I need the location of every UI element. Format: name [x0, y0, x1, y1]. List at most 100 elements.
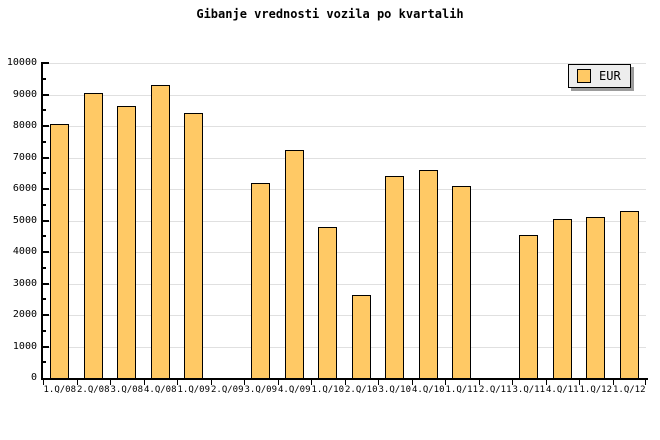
- x-axis-line: [41, 378, 648, 380]
- x-axis-tick: [210, 380, 212, 385]
- x-axis-tick: [177, 380, 178, 385]
- chart-bar: [519, 234, 539, 378]
- x-axis-label: 1.Q/08: [43, 385, 77, 395]
- y-axis-minor-tick: [43, 361, 46, 364]
- gridline: [43, 189, 646, 190]
- x-axis-label: 3.Q/08: [110, 385, 144, 395]
- chart-bar: [251, 182, 271, 378]
- y-axis-minor-tick: [43, 140, 46, 143]
- x-axis-tick: [76, 380, 78, 385]
- gridline: [43, 252, 646, 253]
- y-axis-label: 4000: [12, 246, 37, 257]
- y-axis-major-tick: [43, 93, 49, 96]
- y-axis-minor-tick: [43, 235, 46, 238]
- y-axis-minor-tick: [43, 203, 46, 206]
- y-axis-major-tick: [43, 62, 49, 64]
- x-axis-tick: [512, 380, 513, 385]
- y-axis-major-tick: [43, 345, 49, 348]
- y-axis-label: 7000: [12, 151, 37, 163]
- x-axis-label: 4.Q/10: [411, 385, 445, 395]
- x-axis-label: 1.Q/10: [311, 385, 345, 395]
- x-axis-label: 1.Q/11: [445, 385, 479, 395]
- gridline: [43, 283, 646, 285]
- chart-bar: [619, 211, 639, 378]
- x-axis-label: 3.Q/09: [244, 385, 278, 395]
- x-axis-tick: [344, 380, 346, 385]
- y-axis-major-tick: [43, 282, 49, 285]
- y-axis-major-tick: [43, 219, 49, 222]
- x-axis-tick: [110, 380, 111, 385]
- x-axis-label: 2.Q/10: [344, 385, 378, 395]
- chart-bar: [284, 149, 304, 378]
- y-axis-label: 10000: [6, 57, 37, 68]
- x-axis-labels: 1.Q/08 2.Q/08 3.Q/08 4.Q/08 1.Q/09 2.Q/09 3.Q/…: [43, 384, 646, 398]
- y-axis-label: 2000: [12, 309, 37, 320]
- y-axis-major-tick: [43, 251, 49, 253]
- y-axis-major-tick: [43, 314, 49, 316]
- chart-bar: [50, 124, 70, 378]
- y-axis-label: 8000: [12, 120, 37, 131]
- x-axis-label: 1.Q/12: [612, 385, 646, 395]
- x-axis-tick: [478, 380, 480, 385]
- x-axis-tick: [311, 380, 312, 385]
- gridline: [43, 157, 646, 159]
- x-axis-tick: [143, 380, 145, 385]
- gridline: [43, 315, 646, 316]
- y-axis-minor-tick: [43, 77, 46, 80]
- gridline: [43, 126, 646, 127]
- chart-bar: [418, 170, 438, 378]
- x-axis-label: 2.Q/09: [210, 385, 244, 395]
- x-axis-tick: [43, 380, 44, 385]
- x-axis-tick: [277, 380, 279, 385]
- x-axis-tick: [612, 380, 614, 385]
- chart-bar: [586, 217, 606, 378]
- chart-bar: [117, 105, 137, 378]
- x-axis-tick: [645, 380, 646, 385]
- y-axis-label: 9000: [12, 88, 37, 100]
- legend: EUR: [568, 64, 631, 88]
- chart-title: Gibanje vrednosti vozila po kvartalih: [196, 7, 464, 21]
- y-axis-label: 6000: [12, 183, 37, 194]
- gridline: [43, 94, 646, 96]
- y-axis-label: 0: [30, 372, 37, 383]
- y-axis-label: 1000: [12, 340, 37, 352]
- y-axis-minor-tick: [43, 329, 46, 332]
- x-axis-label: 1.Q/09: [177, 385, 211, 395]
- gridline: [43, 346, 646, 348]
- x-axis-label: 4.Q/09: [277, 385, 311, 395]
- x-axis-tick: [378, 380, 379, 385]
- gridline: [43, 220, 646, 222]
- y-axis-major-tick: [43, 125, 49, 127]
- y-axis-minor-tick: [43, 172, 46, 175]
- chart-bar: [351, 294, 371, 378]
- chart-bar: [385, 176, 405, 378]
- legend-label: EUR: [599, 69, 621, 83]
- y-axis-labels: 0 1000 2000 3000 4000 5000 6000 7000 8000 9000 100…: [0, 57, 37, 383]
- x-axis-tick: [244, 380, 245, 385]
- y-axis-minor-tick: [43, 109, 46, 112]
- chart-bar: [83, 92, 103, 378]
- y-axis-label: 5000: [12, 214, 37, 226]
- legend-swatch-eur: [577, 69, 591, 83]
- x-axis-tick: [445, 380, 446, 385]
- chart-bar: [318, 226, 338, 378]
- y-axis-minor-tick: [43, 266, 46, 269]
- y-axis-major-tick: [43, 188, 49, 190]
- y-axis-line: [41, 62, 43, 380]
- y-axis-major-tick: [43, 156, 49, 159]
- x-axis-label: 3.Q/10: [378, 385, 412, 395]
- chart-bar: [150, 85, 170, 378]
- y-axis-minor-tick: [43, 298, 46, 301]
- chart-bar: [452, 185, 472, 378]
- plot-area: [43, 62, 646, 385]
- x-axis-label: 2.Q/11: [478, 385, 512, 395]
- x-axis-label: 4.Q/11: [545, 385, 579, 395]
- x-axis-tick: [579, 380, 580, 385]
- x-axis-label: 3.Q/11: [512, 385, 546, 395]
- chart-bar: [184, 113, 204, 378]
- chart-bar: [552, 218, 572, 378]
- x-axis-label: 1.Q/12: [579, 385, 613, 395]
- y-axis-label: 3000: [12, 277, 37, 289]
- gridline: [43, 63, 646, 64]
